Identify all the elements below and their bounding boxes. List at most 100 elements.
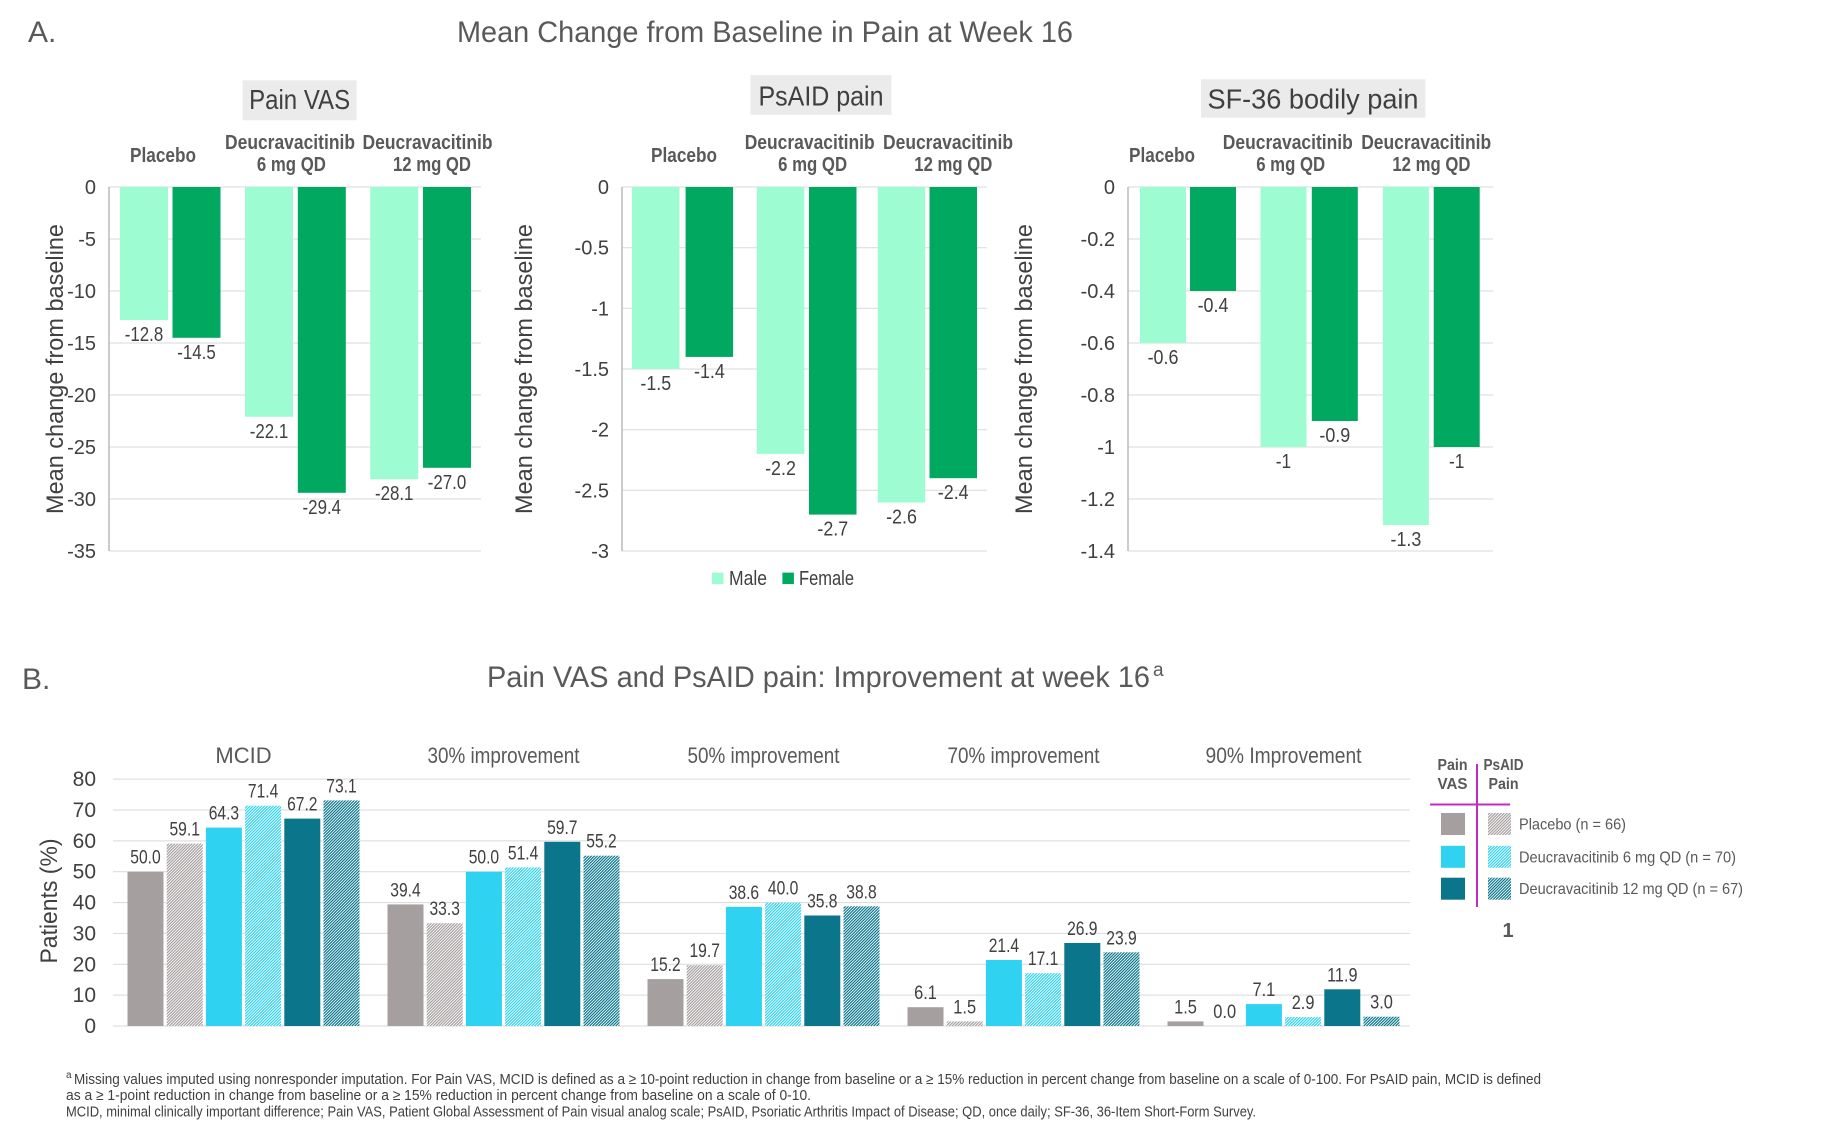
- svg-text:Deucravacitinib: Deucravacitinib: [745, 132, 875, 154]
- svg-text:-15: -15: [67, 333, 96, 355]
- svg-text:-2.6: -2.6: [886, 507, 917, 529]
- svg-text:10: 10: [73, 984, 96, 1007]
- svg-text:-0.6: -0.6: [1081, 333, 1115, 355]
- svg-text:Placebo: Placebo: [651, 145, 717, 167]
- svg-text:40: 40: [73, 892, 96, 915]
- svg-text:6 mg QD: 6 mg QD: [1256, 154, 1325, 176]
- svg-text:2.9: 2.9: [1292, 992, 1315, 1014]
- svg-text:-1: -1: [1449, 451, 1464, 473]
- svg-text:-0.5: -0.5: [575, 238, 609, 260]
- svg-text:Mean Change from Baseline in P: Mean Change from Baseline in Pain at Wee…: [457, 16, 1073, 49]
- svg-text:23.9: 23.9: [1106, 927, 1136, 949]
- svg-text:-1: -1: [1276, 451, 1291, 473]
- svg-text:-0.4: -0.4: [1081, 281, 1115, 303]
- svg-text:Deucravacitinib: Deucravacitinib: [363, 132, 493, 154]
- svg-text:Deucravacitinib: Deucravacitinib: [1223, 132, 1353, 154]
- svg-text:Mean change from baseline: Mean change from baseline: [42, 224, 69, 514]
- svg-text:Pain: Pain: [1489, 776, 1519, 793]
- svg-text:-2.7: -2.7: [817, 519, 848, 541]
- svg-text:21.4: 21.4: [989, 935, 1020, 957]
- svg-text:Pain VAS and PsAID pain: Impro: Pain VAS and PsAID pain: Improvement at …: [487, 661, 1150, 694]
- svg-text:50.0: 50.0: [130, 847, 161, 869]
- svg-text:SF-36 bodily pain: SF-36 bodily pain: [1208, 84, 1419, 115]
- svg-text:71.4: 71.4: [248, 781, 279, 803]
- svg-text:-12.8: -12.8: [125, 324, 164, 346]
- svg-text:19.7: 19.7: [690, 940, 720, 962]
- svg-text:PsAID: PsAID: [1484, 757, 1524, 774]
- svg-text:0: 0: [1104, 177, 1115, 199]
- svg-text:1: 1: [1502, 920, 1513, 942]
- svg-text:12 mg QD: 12 mg QD: [393, 154, 471, 176]
- svg-text:Deucravacitinib 6 mg QD (n = 7: Deucravacitinib 6 mg QD (n = 70): [1519, 849, 1736, 866]
- svg-text:Male: Male: [729, 568, 767, 590]
- svg-text:-20: -20: [67, 385, 96, 407]
- svg-text:39.4: 39.4: [390, 879, 421, 901]
- svg-text:-1.5: -1.5: [575, 359, 609, 381]
- svg-text:as a ≥ 1-point reduction in ch: as a ≥ 1-point reduction in change from …: [66, 1087, 811, 1104]
- svg-text:-5: -5: [78, 229, 96, 251]
- svg-text:-1: -1: [591, 298, 609, 320]
- svg-text:55.2: 55.2: [586, 831, 616, 853]
- svg-text:-1.2: -1.2: [1081, 489, 1115, 511]
- svg-text:0: 0: [84, 1015, 96, 1038]
- svg-text:12 mg QD: 12 mg QD: [914, 154, 992, 176]
- svg-text:MCID: MCID: [215, 743, 271, 768]
- svg-text:-30: -30: [67, 489, 96, 511]
- svg-text:-35: -35: [67, 541, 96, 563]
- svg-text:-0.9: -0.9: [1319, 425, 1350, 447]
- svg-text:a: a: [1153, 660, 1164, 681]
- svg-text:-1: -1: [1097, 437, 1115, 459]
- svg-text:-2: -2: [591, 420, 609, 442]
- svg-text:0.0: 0.0: [1213, 1001, 1236, 1023]
- svg-text:-1.4: -1.4: [1081, 541, 1115, 563]
- svg-text:0: 0: [598, 177, 609, 199]
- svg-text:Pain VAS: Pain VAS: [249, 84, 350, 115]
- svg-text:70: 70: [73, 799, 96, 822]
- svg-text:-2.4: -2.4: [938, 482, 969, 504]
- svg-text:A.: A.: [28, 16, 56, 49]
- svg-text:-10: -10: [67, 281, 96, 303]
- svg-text:64.3: 64.3: [209, 803, 239, 825]
- svg-text:-28.1: -28.1: [375, 483, 414, 505]
- svg-text:Placebo (n = 66): Placebo (n = 66): [1519, 817, 1626, 834]
- svg-text:73.1: 73.1: [326, 775, 356, 797]
- svg-text:51.4: 51.4: [508, 842, 539, 864]
- svg-text:Deucravacitinib: Deucravacitinib: [883, 132, 1013, 154]
- svg-text:-2.5: -2.5: [575, 480, 609, 502]
- svg-text:-27.0: -27.0: [428, 472, 467, 494]
- svg-text:-2.2: -2.2: [765, 458, 796, 480]
- svg-text:Deucravacitinib: Deucravacitinib: [225, 132, 355, 154]
- svg-text:6 mg QD: 6 mg QD: [778, 154, 847, 176]
- svg-text:20: 20: [73, 953, 96, 976]
- svg-text:70% improvement: 70% improvement: [948, 743, 1100, 768]
- svg-text:-0.4: -0.4: [1198, 295, 1229, 317]
- svg-text:-0.6: -0.6: [1148, 347, 1179, 369]
- svg-text:6.1: 6.1: [914, 982, 937, 1004]
- svg-text:38.6: 38.6: [729, 882, 759, 904]
- svg-text:MCID, minimal clinically impor: MCID, minimal clinically important diffe…: [66, 1104, 1256, 1121]
- svg-text:12 mg QD: 12 mg QD: [1392, 154, 1470, 176]
- svg-text:38.8: 38.8: [846, 881, 876, 903]
- svg-text:59.7: 59.7: [547, 817, 577, 839]
- svg-text:15.2: 15.2: [650, 954, 680, 976]
- svg-text:6 mg QD: 6 mg QD: [257, 154, 326, 176]
- svg-text:26.9: 26.9: [1067, 918, 1097, 940]
- svg-text:-29.4: -29.4: [303, 497, 342, 519]
- svg-text:1.5: 1.5: [953, 996, 976, 1018]
- svg-text:VAS: VAS: [1438, 776, 1468, 793]
- svg-text:Patients (%): Patients (%): [36, 839, 63, 964]
- svg-text:80: 80: [73, 768, 96, 791]
- svg-text:Deucravacitinib: Deucravacitinib: [1361, 132, 1491, 154]
- svg-text:60: 60: [73, 830, 96, 853]
- svg-text:-1.5: -1.5: [640, 373, 671, 395]
- svg-text:-1.4: -1.4: [694, 361, 725, 383]
- svg-text:-14.5: -14.5: [177, 342, 216, 364]
- svg-text:59.1: 59.1: [170, 819, 200, 841]
- svg-text:Placebo: Placebo: [130, 145, 196, 167]
- svg-text:30: 30: [73, 922, 96, 945]
- svg-text:67.2: 67.2: [287, 794, 317, 816]
- svg-text:Pain: Pain: [1438, 757, 1468, 774]
- svg-text:Placebo: Placebo: [1129, 145, 1195, 167]
- svg-text:3.0: 3.0: [1370, 992, 1393, 1014]
- svg-text:-22.1: -22.1: [250, 421, 289, 443]
